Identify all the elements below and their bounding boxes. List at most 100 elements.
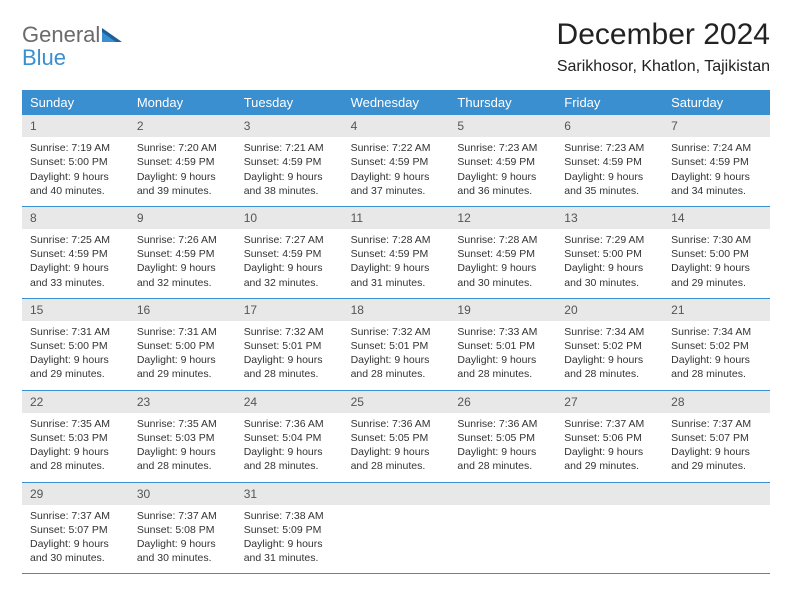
day-number (663, 483, 770, 505)
sunrise-text: Sunrise: 7:21 AM (244, 141, 335, 155)
day-body: Sunrise: 7:23 AMSunset: 4:59 PMDaylight:… (556, 137, 663, 206)
sunset-text: Sunset: 5:05 PM (457, 431, 548, 445)
day-cell: 29Sunrise: 7:37 AMSunset: 5:07 PMDayligh… (22, 483, 129, 574)
sunset-text: Sunset: 4:59 PM (351, 155, 442, 169)
day-number: 22 (22, 391, 129, 413)
daylight-text: Daylight: 9 hours and 28 minutes. (244, 353, 335, 381)
sunrise-text: Sunrise: 7:27 AM (244, 233, 335, 247)
day-body: Sunrise: 7:20 AMSunset: 4:59 PMDaylight:… (129, 137, 236, 206)
daylight-text: Daylight: 9 hours and 28 minutes. (351, 445, 442, 473)
sunset-text: Sunset: 5:00 PM (137, 339, 228, 353)
sunset-text: Sunset: 5:09 PM (244, 523, 335, 537)
sunset-text: Sunset: 4:59 PM (457, 247, 548, 261)
day-body: Sunrise: 7:36 AMSunset: 5:05 PMDaylight:… (343, 413, 450, 482)
day-number: 27 (556, 391, 663, 413)
daylight-text: Daylight: 9 hours and 40 minutes. (30, 170, 121, 198)
location-text: Sarikhosor, Khatlon, Tajikistan (557, 58, 770, 76)
daylight-text: Daylight: 9 hours and 38 minutes. (244, 170, 335, 198)
sunset-text: Sunset: 5:01 PM (351, 339, 442, 353)
day-cell: 8Sunrise: 7:25 AMSunset: 4:59 PMDaylight… (22, 207, 129, 298)
sunrise-text: Sunrise: 7:19 AM (30, 141, 121, 155)
daylight-text: Daylight: 9 hours and 28 minutes. (137, 445, 228, 473)
header: General Blue December 2024 Sarikhosor, K… (22, 18, 770, 76)
day-cell: 15Sunrise: 7:31 AMSunset: 5:00 PMDayligh… (22, 299, 129, 390)
daylight-text: Daylight: 9 hours and 29 minutes. (30, 353, 121, 381)
sunset-text: Sunset: 5:04 PM (244, 431, 335, 445)
day-body: Sunrise: 7:28 AMSunset: 4:59 PMDaylight:… (449, 229, 556, 298)
week-row: 15Sunrise: 7:31 AMSunset: 5:00 PMDayligh… (22, 299, 770, 391)
day-cell: 30Sunrise: 7:37 AMSunset: 5:08 PMDayligh… (129, 483, 236, 574)
day-body: Sunrise: 7:31 AMSunset: 5:00 PMDaylight:… (129, 321, 236, 390)
daylight-text: Daylight: 9 hours and 30 minutes. (137, 537, 228, 565)
sunrise-text: Sunrise: 7:38 AM (244, 509, 335, 523)
sunset-text: Sunset: 4:59 PM (564, 155, 655, 169)
day-cell: 13Sunrise: 7:29 AMSunset: 5:00 PMDayligh… (556, 207, 663, 298)
weekday-header: Thursday (449, 90, 556, 115)
day-body (663, 505, 770, 555)
daylight-text: Daylight: 9 hours and 37 minutes. (351, 170, 442, 198)
sunrise-text: Sunrise: 7:31 AM (30, 325, 121, 339)
week-row: 22Sunrise: 7:35 AMSunset: 5:03 PMDayligh… (22, 391, 770, 483)
day-cell (449, 483, 556, 574)
sunrise-text: Sunrise: 7:22 AM (351, 141, 442, 155)
sunset-text: Sunset: 5:06 PM (564, 431, 655, 445)
daylight-text: Daylight: 9 hours and 28 minutes. (351, 353, 442, 381)
day-body: Sunrise: 7:33 AMSunset: 5:01 PMDaylight:… (449, 321, 556, 390)
day-cell (343, 483, 450, 574)
day-body: Sunrise: 7:21 AMSunset: 4:59 PMDaylight:… (236, 137, 343, 206)
day-body: Sunrise: 7:36 AMSunset: 5:05 PMDaylight:… (449, 413, 556, 482)
week-row: 29Sunrise: 7:37 AMSunset: 5:07 PMDayligh… (22, 483, 770, 575)
sunset-text: Sunset: 5:00 PM (671, 247, 762, 261)
day-cell: 24Sunrise: 7:36 AMSunset: 5:04 PMDayligh… (236, 391, 343, 482)
sunset-text: Sunset: 4:59 PM (351, 247, 442, 261)
sunset-text: Sunset: 5:01 PM (244, 339, 335, 353)
day-number: 13 (556, 207, 663, 229)
logo-blue: Blue (22, 45, 66, 70)
daylight-text: Daylight: 9 hours and 28 minutes. (671, 353, 762, 381)
sunset-text: Sunset: 5:00 PM (30, 339, 121, 353)
daylight-text: Daylight: 9 hours and 30 minutes. (30, 537, 121, 565)
sunset-text: Sunset: 5:00 PM (30, 155, 121, 169)
weekday-header: Friday (556, 90, 663, 115)
day-cell: 12Sunrise: 7:28 AMSunset: 4:59 PMDayligh… (449, 207, 556, 298)
daylight-text: Daylight: 9 hours and 30 minutes. (457, 261, 548, 289)
day-cell (556, 483, 663, 574)
sunrise-text: Sunrise: 7:37 AM (564, 417, 655, 431)
day-number: 2 (129, 115, 236, 137)
day-body: Sunrise: 7:35 AMSunset: 5:03 PMDaylight:… (129, 413, 236, 482)
weekday-header: Sunday (22, 90, 129, 115)
day-body: Sunrise: 7:23 AMSunset: 4:59 PMDaylight:… (449, 137, 556, 206)
sunset-text: Sunset: 5:07 PM (30, 523, 121, 537)
weekday-header: Wednesday (343, 90, 450, 115)
sunrise-text: Sunrise: 7:37 AM (671, 417, 762, 431)
day-cell: 10Sunrise: 7:27 AMSunset: 4:59 PMDayligh… (236, 207, 343, 298)
day-body: Sunrise: 7:32 AMSunset: 5:01 PMDaylight:… (236, 321, 343, 390)
sunrise-text: Sunrise: 7:29 AM (564, 233, 655, 247)
sunrise-text: Sunrise: 7:36 AM (457, 417, 548, 431)
day-number: 3 (236, 115, 343, 137)
day-number: 4 (343, 115, 450, 137)
day-body: Sunrise: 7:26 AMSunset: 4:59 PMDaylight:… (129, 229, 236, 298)
sunset-text: Sunset: 4:59 PM (137, 155, 228, 169)
day-number (343, 483, 450, 505)
sunrise-text: Sunrise: 7:35 AM (137, 417, 228, 431)
sunrise-text: Sunrise: 7:32 AM (244, 325, 335, 339)
day-body: Sunrise: 7:27 AMSunset: 4:59 PMDaylight:… (236, 229, 343, 298)
day-body: Sunrise: 7:25 AMSunset: 4:59 PMDaylight:… (22, 229, 129, 298)
daylight-text: Daylight: 9 hours and 36 minutes. (457, 170, 548, 198)
sunrise-text: Sunrise: 7:36 AM (351, 417, 442, 431)
daylight-text: Daylight: 9 hours and 28 minutes. (564, 353, 655, 381)
daylight-text: Daylight: 9 hours and 32 minutes. (244, 261, 335, 289)
day-number: 12 (449, 207, 556, 229)
day-number: 19 (449, 299, 556, 321)
title-block: December 2024 Sarikhosor, Khatlon, Tajik… (557, 18, 770, 76)
day-number: 7 (663, 115, 770, 137)
day-cell (663, 483, 770, 574)
day-body (556, 505, 663, 555)
day-cell: 11Sunrise: 7:28 AMSunset: 4:59 PMDayligh… (343, 207, 450, 298)
day-body: Sunrise: 7:28 AMSunset: 4:59 PMDaylight:… (343, 229, 450, 298)
day-cell: 26Sunrise: 7:36 AMSunset: 5:05 PMDayligh… (449, 391, 556, 482)
sunrise-text: Sunrise: 7:23 AM (564, 141, 655, 155)
day-number: 6 (556, 115, 663, 137)
day-cell: 23Sunrise: 7:35 AMSunset: 5:03 PMDayligh… (129, 391, 236, 482)
